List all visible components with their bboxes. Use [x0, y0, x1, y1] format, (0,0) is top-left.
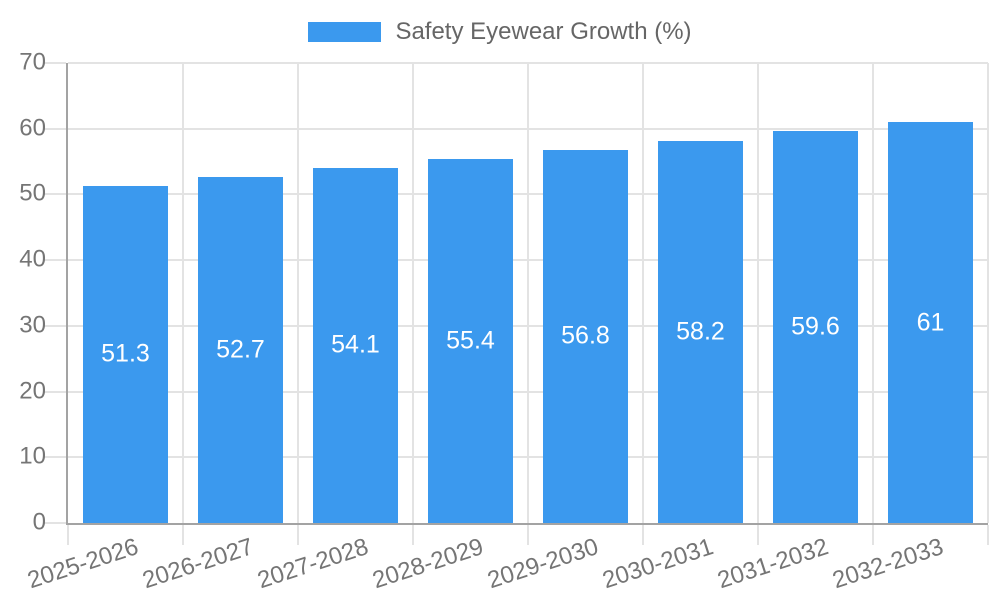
bar: 61 — [888, 122, 973, 523]
bar: 55.4 — [428, 158, 513, 523]
x-tick-mark — [297, 525, 299, 545]
y-tick-label: 40 — [19, 245, 46, 273]
bar-value-label: 56.8 — [561, 321, 610, 350]
v-gridline — [872, 63, 874, 523]
bar-value-label: 54.1 — [331, 330, 380, 359]
y-tick-mark — [44, 390, 66, 393]
y-tick-mark — [44, 127, 66, 130]
v-gridline — [182, 63, 184, 523]
bar-value-label: 52.7 — [216, 335, 265, 364]
bar-value-label: 59.6 — [791, 312, 840, 341]
y-tick-label: 10 — [19, 442, 46, 470]
plot-area: 0 10 20 30 40 50 60 70 51.3 2025-2026 52.7 2026-202… — [19, 50, 989, 594]
y-tick-mark — [44, 324, 66, 327]
v-gridline — [527, 63, 529, 523]
y-tick-mark — [44, 259, 66, 262]
v-gridline — [297, 63, 299, 523]
y-tick-mark — [44, 456, 66, 459]
y-tick-mark — [44, 193, 66, 196]
y-tick-mark — [44, 62, 66, 64]
x-tick-mark — [872, 525, 874, 545]
legend[interactable]: Safety Eyewear Growth (%) — [0, 14, 1000, 50]
bar-value-label: 51.3 — [101, 339, 150, 368]
y-tick-label: 70 — [19, 48, 46, 76]
bar-value-label: 58.2 — [676, 317, 725, 346]
bar: 51.3 — [83, 185, 168, 523]
y-tick-mark — [44, 522, 66, 524]
y-tick-label: 20 — [19, 377, 46, 405]
v-gridline — [412, 63, 414, 523]
bar: 52.7 — [198, 176, 283, 523]
legend-swatch — [308, 22, 382, 42]
legend-label: Safety Eyewear Growth (%) — [395, 18, 692, 45]
x-tick-mark — [527, 525, 529, 545]
y-tick-label: 60 — [19, 114, 46, 142]
y-tick-label: 50 — [19, 179, 46, 207]
bar-value-label: 55.4 — [446, 326, 495, 355]
x-tick-mark — [757, 525, 759, 545]
bar: 59.6 — [773, 131, 858, 523]
bar: 56.8 — [543, 149, 628, 523]
x-tick-mark — [182, 525, 184, 545]
v-gridline — [757, 63, 759, 523]
x-tick-mark — [67, 525, 69, 545]
x-tick-mark — [412, 525, 414, 545]
bar: 54.1 — [313, 167, 398, 523]
x-tick-mark — [642, 525, 644, 545]
bar-value-label: 61 — [916, 308, 945, 337]
v-gridline — [642, 63, 644, 523]
y-tick-label: 30 — [19, 311, 46, 339]
x-tick-mark — [987, 525, 989, 545]
y-tick-label: 0 — [32, 508, 46, 536]
bar: 58.2 — [658, 140, 743, 523]
v-gridline — [987, 63, 989, 523]
